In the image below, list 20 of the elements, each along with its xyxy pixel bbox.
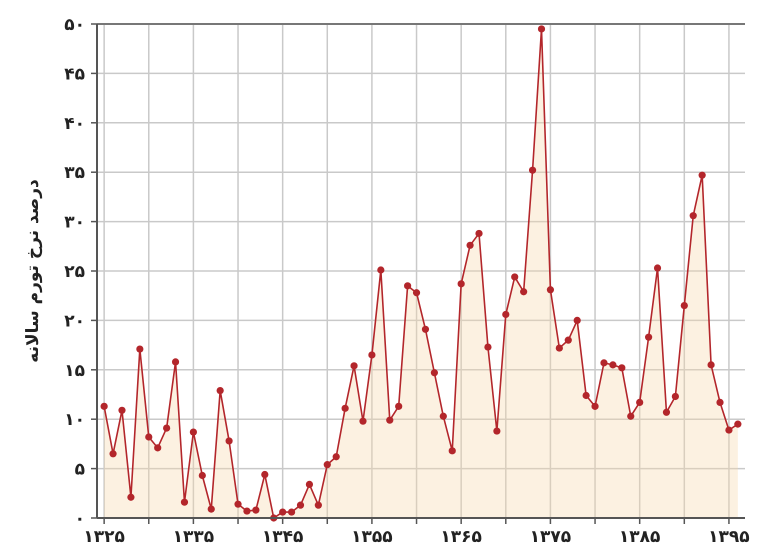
x-tick-label: ۱۳۴۵: [262, 527, 304, 545]
y-tick-label: ۳۰: [64, 212, 85, 233]
y-tick-label: ۴۰: [64, 114, 85, 134]
x-tick-label: ۱۳۷۵: [530, 527, 572, 545]
y-tick-label: ۵: [74, 460, 85, 480]
x-tick-label: ۱۳۹۵: [708, 527, 750, 545]
y-tick-label: ۲۰: [64, 311, 85, 332]
x-tick-label: ۱۳۸۵: [618, 527, 660, 545]
x-tick-label: ۱۳۳۵: [172, 527, 214, 545]
y-tick-label: ۱۰: [64, 410, 85, 430]
x-tick-label: ۱۳۲۵: [83, 527, 125, 545]
y-tick-label: ۵۰: [64, 15, 85, 35]
y-axis-title: درصد نرخ تورم سالانه: [23, 178, 43, 363]
x-tick-label: ۱۳۶۵: [440, 527, 482, 545]
y-tick-label: ۰: [74, 509, 85, 529]
y-tick-label: ۲۵: [64, 262, 85, 282]
x-tick-label: ۱۳۵۵: [351, 527, 393, 545]
y-tick-label: ۱۵: [64, 360, 85, 381]
y-tick-label: ۳۵: [64, 163, 85, 184]
y-tick-label: ۴۵: [64, 64, 85, 84]
